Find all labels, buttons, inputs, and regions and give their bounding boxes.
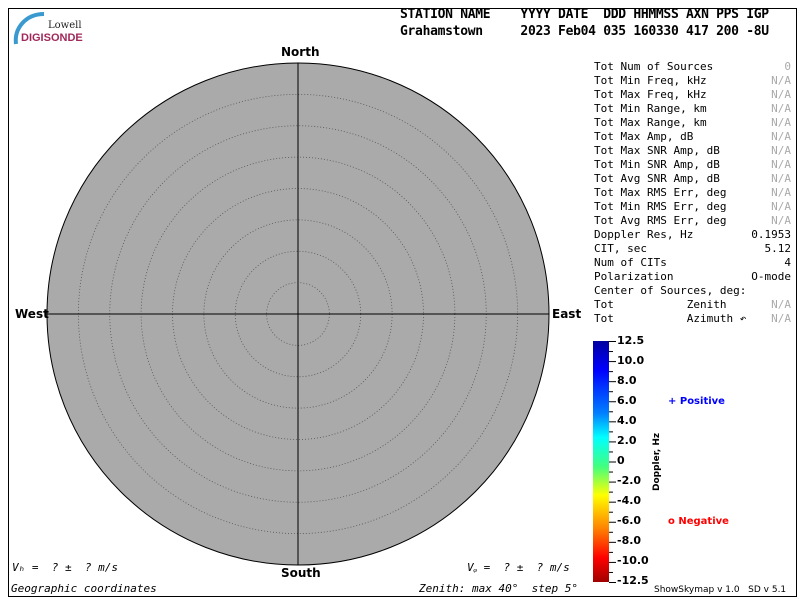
stat-row: Tot Min SNR Amp, dB N/A <box>594 158 791 172</box>
horizontal-velocity: Vₕ = ? ± ? m/s <box>12 561 118 574</box>
stat-value: N/A <box>771 130 791 143</box>
colorbar-tick-label: 10.0 <box>617 354 645 367</box>
label-south: South <box>281 566 321 580</box>
logo-arc-icon <box>13 12 45 45</box>
stat-label: Tot Min SNR Amp, dB <box>594 158 720 171</box>
stat-row: Tot Max Freq, kHz N/A <box>594 88 791 102</box>
lowell-digisonde-logo: Lowell DIGISONDE <box>10 10 90 48</box>
stat-row: Polarization O-mode <box>594 270 791 284</box>
header-labels: STATION NAME YYYY DATE DDD HHMMSS AXN PP… <box>400 7 769 22</box>
stat-label: Tot Avg RMS Err, deg <box>594 214 727 227</box>
stat-label: CIT, sec <box>594 242 647 255</box>
stat-label: Tot Avg SNR Amp, dB <box>594 172 720 185</box>
stat-row: Tot Avg RMS Err, deg N/A <box>594 214 791 228</box>
colorbar-tick-label: -12.5 <box>617 574 649 587</box>
stat-label: Doppler Res, Hz <box>594 228 694 241</box>
stat-value: N/A <box>771 214 791 227</box>
colorbar-tick-label: 0 <box>617 454 625 467</box>
colorbar-tick-label: 4.0 <box>617 414 637 427</box>
label-east: East <box>552 307 582 321</box>
label-north: North <box>281 45 320 59</box>
colorbar-tick-label: -4.0 <box>617 494 642 507</box>
stat-label: Tot Min Freq, kHz <box>594 74 707 87</box>
stat-label: Num of CITs <box>594 256 667 269</box>
stat-label: Tot Max Freq, kHz <box>594 88 707 101</box>
stat-value: 4 <box>784 256 791 269</box>
stat-row: Tot Max Range, km N/A <box>594 116 791 130</box>
stat-label: Tot Max RMS Err, deg <box>594 186 727 199</box>
stat-value: N/A <box>771 186 791 199</box>
logo-text-digisonde: DIGISONDE <box>21 32 83 44</box>
stat-value: O-mode <box>751 270 791 283</box>
stat-row: Doppler Res, Hz 0.1953 <box>594 228 791 242</box>
statistics-panel: Tot Num of Sources 0 Tot Min Freq, kHz N/A T… <box>594 60 791 326</box>
stat-row: Tot Max RMS Err, deg N/A <box>594 186 791 200</box>
stat-value: 5.12 <box>764 242 792 255</box>
colorbar-tick-label: -10.0 <box>617 554 649 567</box>
stat-row: Tot Zenith N/A <box>594 298 791 312</box>
version-info: ShowSkymap v 1.0 SD v 5.1 <box>654 585 787 595</box>
stat-value: N/A <box>771 172 791 185</box>
skymap <box>46 62 550 566</box>
stat-row: Tot Num of Sources 0 <box>594 60 791 74</box>
stat-value: 0.1953 <box>751 228 791 241</box>
colorbar-tick-label: -2.0 <box>617 474 642 487</box>
stat-label: Tot Max SNR Amp, dB <box>594 144 720 157</box>
coordinate-system: Geographic coordinates <box>11 582 157 595</box>
stat-label: Tot Azimuth ↶ <box>594 312 747 325</box>
stat-row: CIT, sec 5.12 <box>594 242 791 256</box>
stat-row: Tot Min Range, km N/A <box>594 102 791 116</box>
stat-label: Tot Min Range, km <box>594 102 707 115</box>
colorbar-title: Doppler, Hz <box>652 432 662 491</box>
colorbar-tick-label: 12.5 <box>617 334 645 347</box>
stat-label: Tot Max Range, km <box>594 116 707 129</box>
stat-row: Tot Azimuth ↶ N/A <box>594 312 791 326</box>
stat-value: N/A <box>771 312 791 325</box>
stat-row: Tot Min Freq, kHz N/A <box>594 74 791 88</box>
doppler-colorbar <box>593 341 609 582</box>
stat-label: Tot Zenith <box>594 298 727 311</box>
logo-text-lowell: Lowell <box>48 20 82 31</box>
stat-label: Tot Num of Sources <box>594 60 714 73</box>
stat-value: N/A <box>771 116 791 129</box>
stat-value: N/A <box>771 88 791 101</box>
stat-value: N/A <box>771 158 791 171</box>
zenith-settings: Zenith: max 40° step 5° <box>419 582 578 595</box>
stat-label: Tot Max Amp, dB <box>594 130 694 143</box>
stat-row: Tot Max SNR Amp, dB N/A <box>594 144 791 158</box>
vertical-velocity: Vᵩ = ? ± ? m/s <box>467 561 570 574</box>
stat-value: N/A <box>771 74 791 87</box>
stat-value: 0 <box>784 60 791 73</box>
stat-value: N/A <box>771 200 791 213</box>
legend-negative: o Negative <box>668 516 729 527</box>
stat-row: Tot Min RMS Err, deg N/A <box>594 200 791 214</box>
colorbar-ticks <box>609 341 616 583</box>
stat-value: N/A <box>771 144 791 157</box>
stat-row: Tot Avg SNR Amp, dB N/A <box>594 172 791 186</box>
stat-value: N/A <box>771 298 791 311</box>
stat-row: Center of Sources, deg: <box>594 284 791 298</box>
colorbar-tick-label: -6.0 <box>617 514 642 527</box>
label-west: West <box>15 307 49 321</box>
legend-positive: + Positive <box>668 396 725 407</box>
stat-label: Center of Sources, deg: <box>594 284 747 297</box>
header-values: Grahamstown 2023 Feb04 035 160330 417 20… <box>400 24 769 39</box>
stat-row: Num of CITs 4 <box>594 256 791 270</box>
stat-label: Tot Min RMS Err, deg <box>594 200 727 213</box>
stat-row: Tot Max Amp, dB N/A <box>594 130 791 144</box>
colorbar-tick-label: 2.0 <box>617 434 637 447</box>
stat-value: N/A <box>771 102 791 115</box>
colorbar-tick-label: -8.0 <box>617 534 642 547</box>
plot-frame <box>8 8 797 597</box>
stat-label: Polarization <box>594 270 674 283</box>
colorbar-tick-label: 6.0 <box>617 394 637 407</box>
colorbar-tick-label: 8.0 <box>617 374 637 387</box>
